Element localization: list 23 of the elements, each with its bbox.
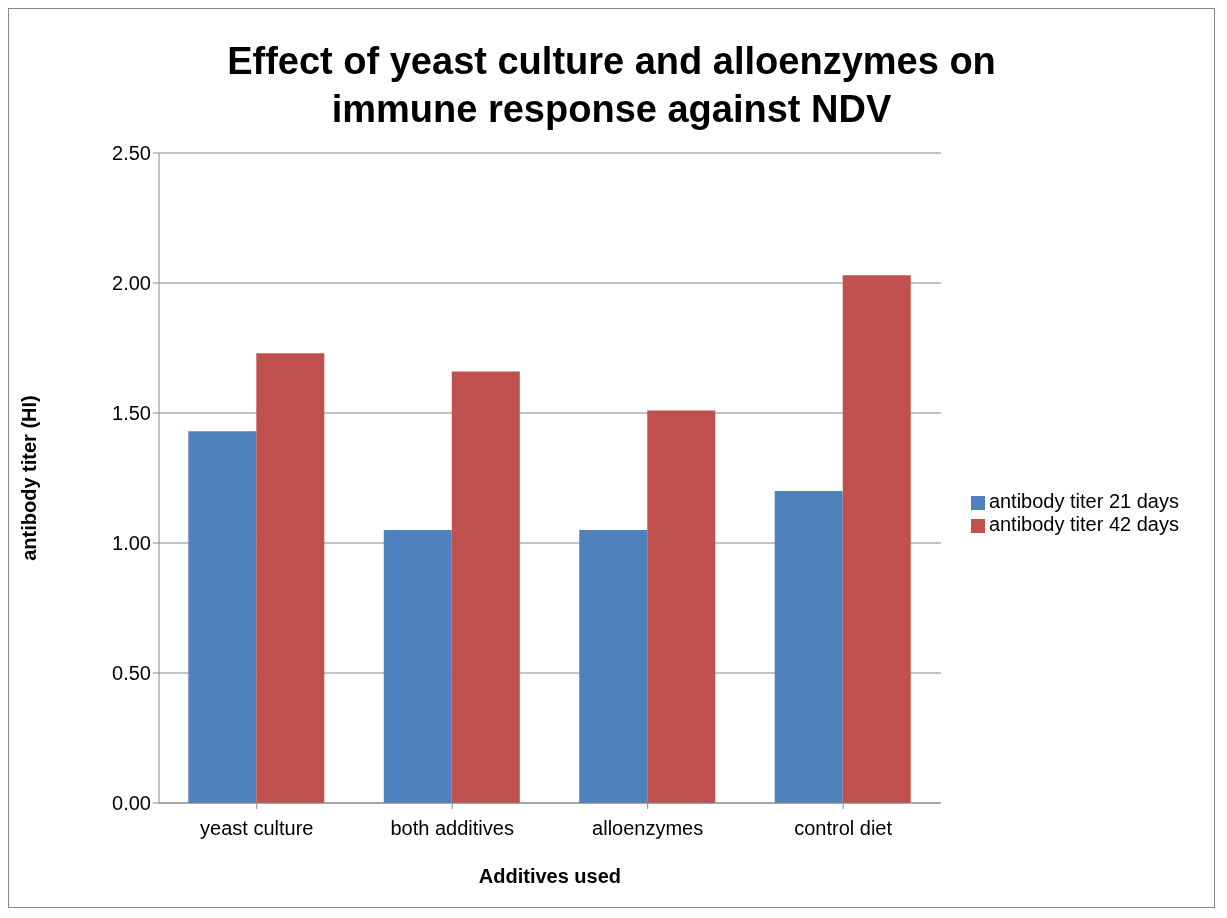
- x-tick-label: alloenzymes: [592, 817, 704, 840]
- bar: [383, 530, 452, 803]
- x-axis-title: Additives used: [478, 865, 622, 887]
- x-tick-label: yeast culture: [200, 817, 314, 840]
- chart-title: Effect of yeast culture and alloenzymes on immune response against NDV: [226, 39, 997, 132]
- legend-label: antibody titer 42 days: [988, 513, 1179, 535]
- y-tick-label: 2.00: [112, 272, 151, 295]
- bar: [256, 353, 325, 803]
- y-tick-label: 0.50: [112, 662, 151, 685]
- y-tick-label: 1.00: [112, 532, 151, 555]
- bar: [647, 410, 716, 803]
- y-tick-label: 0.00: [112, 792, 151, 815]
- y-tick-label: 2.50: [112, 142, 151, 165]
- x-tick-label: control diet: [794, 817, 893, 840]
- bar: [842, 275, 911, 803]
- bar: [451, 371, 520, 803]
- y-tick-label: 1.50: [112, 402, 151, 425]
- bar: [774, 491, 843, 803]
- bar: [579, 530, 648, 803]
- bar: [188, 431, 257, 803]
- legend-label: antibody titer 21 days: [988, 490, 1179, 512]
- y-axis-title: antibody titer (HI): [18, 395, 41, 561]
- x-tick-label: both additives: [390, 817, 514, 840]
